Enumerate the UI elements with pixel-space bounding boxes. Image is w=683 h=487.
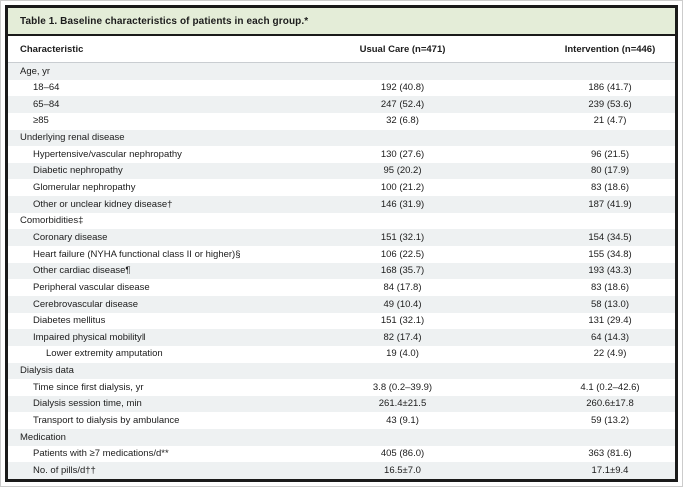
usual-care-value: 100 (21.2) bbox=[380, 183, 425, 193]
row-label: Other or unclear kidney disease† bbox=[33, 199, 173, 210]
intervention-value: 363 (81.6) bbox=[588, 449, 632, 459]
usual-care-value: 405 (86.0) bbox=[380, 449, 425, 459]
row-label: ≥85 bbox=[33, 116, 49, 126]
table-section-row: Age, yr bbox=[8, 63, 675, 80]
usual-care-value: 43 (9.1) bbox=[386, 416, 419, 426]
usual-care-value: 19 (4.0) bbox=[386, 349, 419, 359]
intervention-value: 4.1 (0.2–42.6) bbox=[580, 382, 640, 393]
intervention-value: 64 (14.3) bbox=[590, 332, 630, 343]
intervention-value: 83 (18.6) bbox=[590, 183, 630, 193]
row-label: Cerebrovascular disease bbox=[33, 299, 139, 310]
intervention-value: 193 (43.3) bbox=[588, 266, 632, 276]
table-row: ≥85 32 (6.8) 21 (4.7) bbox=[8, 113, 675, 130]
usual-care-value: 82 (17.4) bbox=[383, 332, 422, 343]
usual-care-value: 168 (35.7) bbox=[380, 266, 425, 276]
intervention-value: 96 (21.5) bbox=[590, 149, 630, 160]
usual-care-value: 192 (40.8) bbox=[380, 83, 425, 93]
table-row: Transport to dialysis by ambulance 43 (9.… bbox=[8, 412, 675, 429]
column-header-characteristic: Characteristic bbox=[20, 44, 84, 55]
table-section-row: Dialysis data bbox=[8, 362, 675, 380]
table-row: Peripheral vascular disease 84 (17.8) 83 (… bbox=[8, 279, 675, 296]
usual-care-value: 130 (27.6) bbox=[380, 149, 425, 160]
table-row: Time since first dialysis, yr 3.8 (0.2–39… bbox=[8, 379, 675, 396]
row-label: Dialysis data bbox=[20, 366, 74, 376]
table-body: Age, yr 18–64 192 (40.8) 186 (41.7) 65–84 247… bbox=[8, 63, 675, 480]
intervention-value: 186 (41.7) bbox=[588, 83, 632, 93]
intervention-value: 260.6±17.8 bbox=[586, 399, 634, 409]
table-column-headers: Characteristic Usual Care (n=471) Interv… bbox=[8, 36, 675, 63]
table-section-row: Comorbidities‡ bbox=[8, 213, 675, 230]
row-label: Time since first dialysis, yr bbox=[33, 382, 144, 393]
table-row: Hypertensive/vascular nephropathy 130 (27… bbox=[8, 146, 675, 163]
table-title: Table 1. Baseline characteristics of pat… bbox=[8, 8, 675, 36]
table-row: Other cardiac disease¶ 168 (35.7) 193 (43.… bbox=[8, 262, 675, 280]
usual-care-value: 3.8 (0.2–39.9) bbox=[372, 382, 433, 393]
intervention-value: 21 (4.7) bbox=[593, 116, 627, 126]
table-row: Lower extremity amputation 19 (4.0) 22 (4.… bbox=[8, 346, 675, 363]
usual-care-value: 84 (17.8) bbox=[383, 282, 422, 293]
usual-care-value: 106 (22.5) bbox=[380, 249, 425, 260]
usual-care-value: 16.5±7.0 bbox=[384, 465, 421, 476]
row-label: Comorbidities‡ bbox=[20, 216, 84, 226]
table-row: Glomerular nephropathy 100 (21.2) 83 (18.6… bbox=[8, 179, 675, 196]
table-row: Patients with ≥7 medications/d** 405 (86.… bbox=[8, 446, 675, 463]
intervention-value: 154 (34.5) bbox=[588, 232, 632, 243]
table-row: Impaired physical mobility‖ 82 (17.4) 64 (… bbox=[8, 329, 675, 346]
row-label: No. of pills/d†† bbox=[33, 465, 96, 476]
usual-care-value: 261.4±21.5 bbox=[378, 399, 427, 409]
table-row: 65–84 247 (52.4) 239 (53.6) bbox=[8, 96, 675, 113]
intervention-value: 22 (4.9) bbox=[593, 349, 627, 359]
row-label: Diabetes mellitus bbox=[33, 316, 106, 326]
column-header-intervention: Intervention (n=446) bbox=[564, 44, 656, 55]
row-label: Coronary disease bbox=[33, 232, 108, 243]
usual-care-value: 151 (32.1) bbox=[380, 316, 425, 326]
row-label: Glomerular nephropathy bbox=[33, 183, 136, 193]
row-label: Transport to dialysis by ambulance bbox=[33, 416, 180, 426]
table-row: Cerebrovascular disease 49 (10.4) 58 (13.0… bbox=[8, 295, 675, 313]
intervention-value: 58 (13.0) bbox=[590, 299, 630, 310]
row-label: Other cardiac disease¶ bbox=[33, 266, 131, 276]
row-label: Peripheral vascular disease bbox=[33, 282, 150, 293]
table-row: Dialysis session time, min 261.4±21.5 260.… bbox=[8, 395, 675, 413]
row-label: Medication bbox=[20, 432, 66, 443]
usual-care-value: 151 (32.1) bbox=[380, 232, 425, 243]
usual-care-value: 146 (31.9) bbox=[380, 199, 425, 210]
row-label: Hypertensive/vascular nephropathy bbox=[33, 149, 182, 160]
column-header-usual-care: Usual Care (n=471) bbox=[359, 44, 446, 55]
baseline-characteristics-table: Table 1. Baseline characteristics of pat… bbox=[5, 5, 678, 482]
table-row: 18–64 192 (40.8) 186 (41.7) bbox=[8, 80, 675, 97]
intervention-value: 59 (13.2) bbox=[590, 416, 630, 426]
intervention-value: 155 (34.8) bbox=[588, 249, 632, 260]
row-label: Heart failure (NYHA functional class II … bbox=[33, 249, 241, 260]
intervention-value: 80 (17.9) bbox=[590, 166, 630, 176]
row-label: Underlying renal disease bbox=[20, 133, 125, 143]
row-label: Diabetic nephropathy bbox=[33, 166, 123, 176]
intervention-value: 239 (53.6) bbox=[588, 99, 632, 110]
table-section-row: Medication bbox=[8, 429, 675, 446]
intervention-value: 17.1±9.4 bbox=[591, 465, 629, 476]
usual-care-value: 49 (10.4) bbox=[383, 299, 422, 310]
intervention-value: 83 (18.6) bbox=[590, 282, 630, 293]
usual-care-value: 32 (6.8) bbox=[386, 116, 419, 126]
table-section-row: Underlying renal disease bbox=[8, 129, 675, 147]
table-row: No. of pills/d†† 16.5±7.0 17.1±9.4 bbox=[8, 462, 675, 480]
row-label: Age, yr bbox=[20, 66, 51, 77]
usual-care-value: 95 (20.2) bbox=[383, 166, 422, 176]
table-row: Diabetic nephropathy 95 (20.2) 80 (17.9) bbox=[8, 162, 675, 180]
intervention-value: 187 (41.9) bbox=[588, 199, 632, 210]
intervention-value: 131 (29.4) bbox=[588, 316, 632, 326]
table-row: Heart failure (NYHA functional class II … bbox=[8, 246, 675, 263]
row-label: Lower extremity amputation bbox=[46, 349, 163, 359]
row-label: Dialysis session time, min bbox=[33, 399, 142, 409]
usual-care-value: 247 (52.4) bbox=[380, 99, 425, 110]
table-row: Coronary disease 151 (32.1) 154 (34.5) bbox=[8, 229, 675, 247]
row-label: Impaired physical mobility‖ bbox=[33, 332, 146, 343]
table-row: Diabetes mellitus 151 (32.1) 131 (29.4) bbox=[8, 313, 675, 330]
row-label: 65–84 bbox=[33, 99, 60, 110]
row-label: 18–64 bbox=[33, 83, 60, 93]
row-label: Patients with ≥7 medications/d** bbox=[33, 449, 169, 459]
table-row: Other or unclear kidney disease† 146 (31.… bbox=[8, 196, 675, 213]
